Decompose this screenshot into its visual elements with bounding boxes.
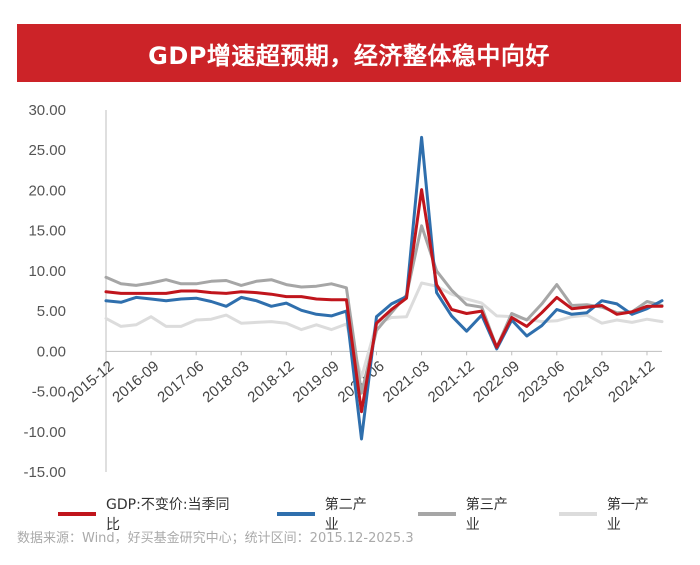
x-tick-label: 2016-09 [109,358,162,406]
y-tick-label: 0.00 [37,343,66,360]
legend-swatch-secondary [276,512,315,516]
y-tick-label: 25.00 [28,142,66,159]
y-tick-label: 30.00 [28,102,66,119]
legend-item-gdp: GDP:不变价:当季同比 [58,494,237,534]
x-tick-label: 2021-12 [425,358,478,406]
legend-item-tertiary: 第三产业 [417,494,519,534]
y-tick-label: 5.00 [37,303,66,320]
legend-swatch-primary [558,512,597,516]
legend-label-gdp: GDP:不变价:当季同比 [106,497,230,533]
chart-title-banner: GDP增速超预期，经济整体稳中向好 [17,24,681,82]
y-tick-label: -5.00 [32,384,66,401]
y-tick-label: -10.00 [23,424,66,441]
source-note: 数据来源：Wind，好买基金研究中心；统计区间：2015.12-2025.3 [17,531,414,546]
y-tick-label: 15.00 [28,223,66,240]
legend-label-primary: 第一产业 [606,497,649,533]
legend-swatch-tertiary [417,512,456,516]
series-line-tertiary [104,224,664,395]
legend-item-primary: 第一产业 [558,494,660,534]
legend-swatch-gdp [58,512,97,516]
y-tick-label: 20.00 [28,182,66,199]
x-tick-label: 2022-09 [470,358,523,406]
legend-label-secondary: 第二产业 [324,497,367,533]
series-line-secondary [104,135,664,441]
x-tick-label: 2018-12 [244,358,297,406]
x-tick-label: 2015-12 [64,358,117,406]
x-tick-label: 2018-03 [199,358,252,406]
legend-item-secondary: 第二产业 [276,494,378,534]
legend-label-tertiary: 第三产业 [465,497,508,533]
chart-title: GDP增速超预期，经济整体稳中向好 [148,41,550,70]
x-tick-label: 2017-06 [154,358,207,406]
y-tick-label: 10.00 [28,263,66,280]
x-tick-label: 2024-12 [605,358,658,406]
series-line-gdp [104,188,664,414]
x-tick-label: 2019-09 [290,358,343,406]
legend: GDP:不变价:当季同比 第二产业 第三产业 第一产业 [58,494,700,534]
x-tick-label: 2024-03 [560,358,613,406]
x-tick-label: 2023-06 [515,358,568,406]
x-tick-label: 2021-03 [380,358,433,406]
y-tick-label: -15.00 [23,464,66,481]
